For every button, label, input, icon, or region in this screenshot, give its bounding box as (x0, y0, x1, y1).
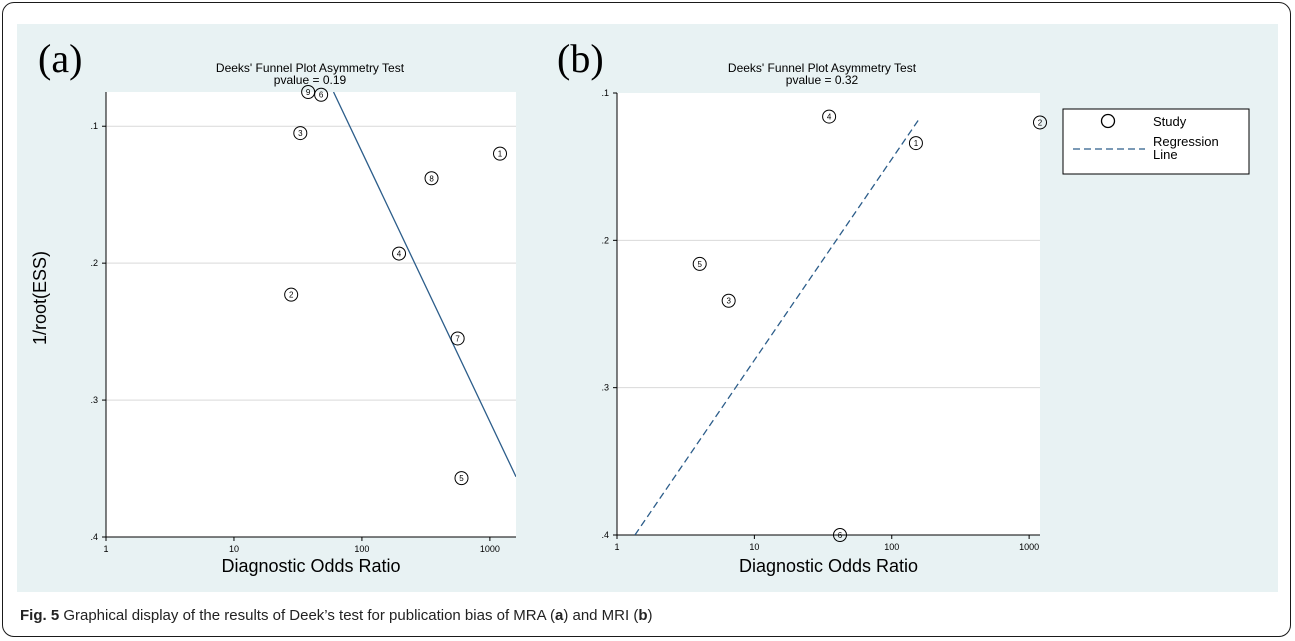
caption-panel-a: a (554, 607, 564, 624)
chart-a-panel-label: (a) (38, 36, 82, 81)
chart-b-study-point-4 (822, 109, 837, 124)
chart-a-y-axis-title: 1/root(ESS) (30, 251, 50, 345)
chart-a-subtitle: pvalue = 0.19 (274, 73, 347, 87)
chart-b-legend-box (1062, 108, 1250, 175)
chart-b-x-tick-label: 1000 (1019, 542, 1039, 552)
chart-a-study-label-8: 8 (429, 174, 434, 183)
chart-a-y-tick-label: .2 (90, 258, 98, 268)
chart-b-panel-label: (b) (557, 36, 604, 81)
chart-b-study-label-6: 6 (838, 531, 843, 540)
chart-b-legend-label-line: Line (1153, 147, 1178, 162)
chart-a-study-point-4 (392, 246, 407, 261)
chart-a-x-axis-title: Diagnostic Odds Ratio (221, 556, 400, 576)
chart-a-study-label-4: 4 (397, 250, 402, 259)
chart-b-study-label-5: 5 (697, 260, 702, 269)
chart-a-study-point-6 (314, 87, 329, 102)
chart-b-plot-area (617, 93, 1040, 535)
chart-a-x-tick-label: 100 (354, 544, 369, 554)
chart-b-legend-circle-symbol (1100, 113, 1116, 129)
chart-a-x-tick-label: 1 (103, 544, 108, 554)
chart-a-plot-area (106, 92, 516, 537)
chart-b-study-point-6 (832, 528, 847, 542)
chart-b-x-tick-label: 100 (884, 542, 899, 552)
chart-a-study-point-1 (493, 146, 508, 161)
chart-a-study-label-7: 7 (455, 334, 460, 343)
chart-b-study-label-3: 3 (726, 297, 731, 306)
chart-a-study-point-2 (284, 287, 299, 302)
caption-text-3: ) (647, 607, 653, 624)
chart-a-study-label-5: 5 (459, 474, 464, 483)
chart-a-title: Deeks' Funnel Plot Asymmetry Test (216, 61, 405, 75)
chart-b-x-tick-label: 10 (749, 542, 759, 552)
chart-b-study-point-5 (692, 256, 707, 271)
chart-a-regression-line (332, 92, 516, 478)
chart-a-study-label-9: 9 (306, 88, 311, 97)
chart-b-study-point-3 (721, 293, 736, 308)
chart-b-study-label-1: 1 (914, 139, 919, 148)
chart-a-study-label-6: 6 (319, 91, 324, 100)
chart-b-subtitle: pvalue = 0.32 (786, 73, 859, 87)
chart-b-x-tick-label: 1 (614, 542, 619, 552)
chart-a-y-tick-label: .1 (90, 121, 98, 131)
charts-canvas: .1 .2 .3 .4 1 10 100 1000 1 2 3 4 5 6 7 8 9 (a) Deeks' Fun… (30, 36, 1250, 576)
chart-a-study-label-1: 1 (498, 150, 503, 159)
chart-a-x-tick-label: 1000 (480, 544, 500, 554)
chart-b-y-tick-label: .1 (601, 88, 609, 98)
chart-a-y-tick-label: .4 (90, 532, 98, 542)
chart-b-legend-label: Study (1153, 114, 1187, 129)
chart-b-study-point-2 (1033, 115, 1047, 130)
chart-b-regression-line (634, 117, 921, 535)
chart-b-y-tick-label: .3 (601, 383, 609, 393)
chart-b-x-axis-title: Diagnostic Odds Ratio (739, 556, 918, 576)
caption-text-1: Graphical display of the results of Deek… (59, 607, 555, 624)
caption-text-2: ) and MRI ( (563, 607, 639, 624)
chart-a-study-label-2: 2 (289, 291, 294, 300)
chart-b-y-tick-label: .4 (601, 530, 609, 540)
chart-b-study-label-2: 2 (1038, 118, 1043, 127)
chart-b-y-tick-label: .2 (601, 235, 609, 245)
chart-a-study-point-5 (454, 471, 469, 486)
chart-b-legend-label-line: Regression (1153, 134, 1219, 149)
chart-a-y-tick-label: .3 (90, 395, 98, 405)
chart-a-x-tick-label: 10 (229, 544, 239, 554)
chart-b-title: Deeks' Funnel Plot Asymmetry Test (728, 61, 917, 75)
chart-a-study-point-3 (293, 126, 308, 141)
chart-a-study-point-8 (424, 171, 439, 186)
chart-a-study-point-9 (301, 85, 316, 99)
caption-panel-b: b (638, 607, 648, 624)
figure-caption: Fig. 5 Graphical display of the results … (20, 607, 653, 624)
chart-b-study-point-1 (908, 136, 923, 151)
chart-a-study-point-7 (450, 331, 465, 346)
caption-label: Fig. 5 (20, 607, 60, 624)
chart-b-study-label-4: 4 (827, 113, 832, 122)
chart-a-study-label-3: 3 (298, 129, 303, 138)
